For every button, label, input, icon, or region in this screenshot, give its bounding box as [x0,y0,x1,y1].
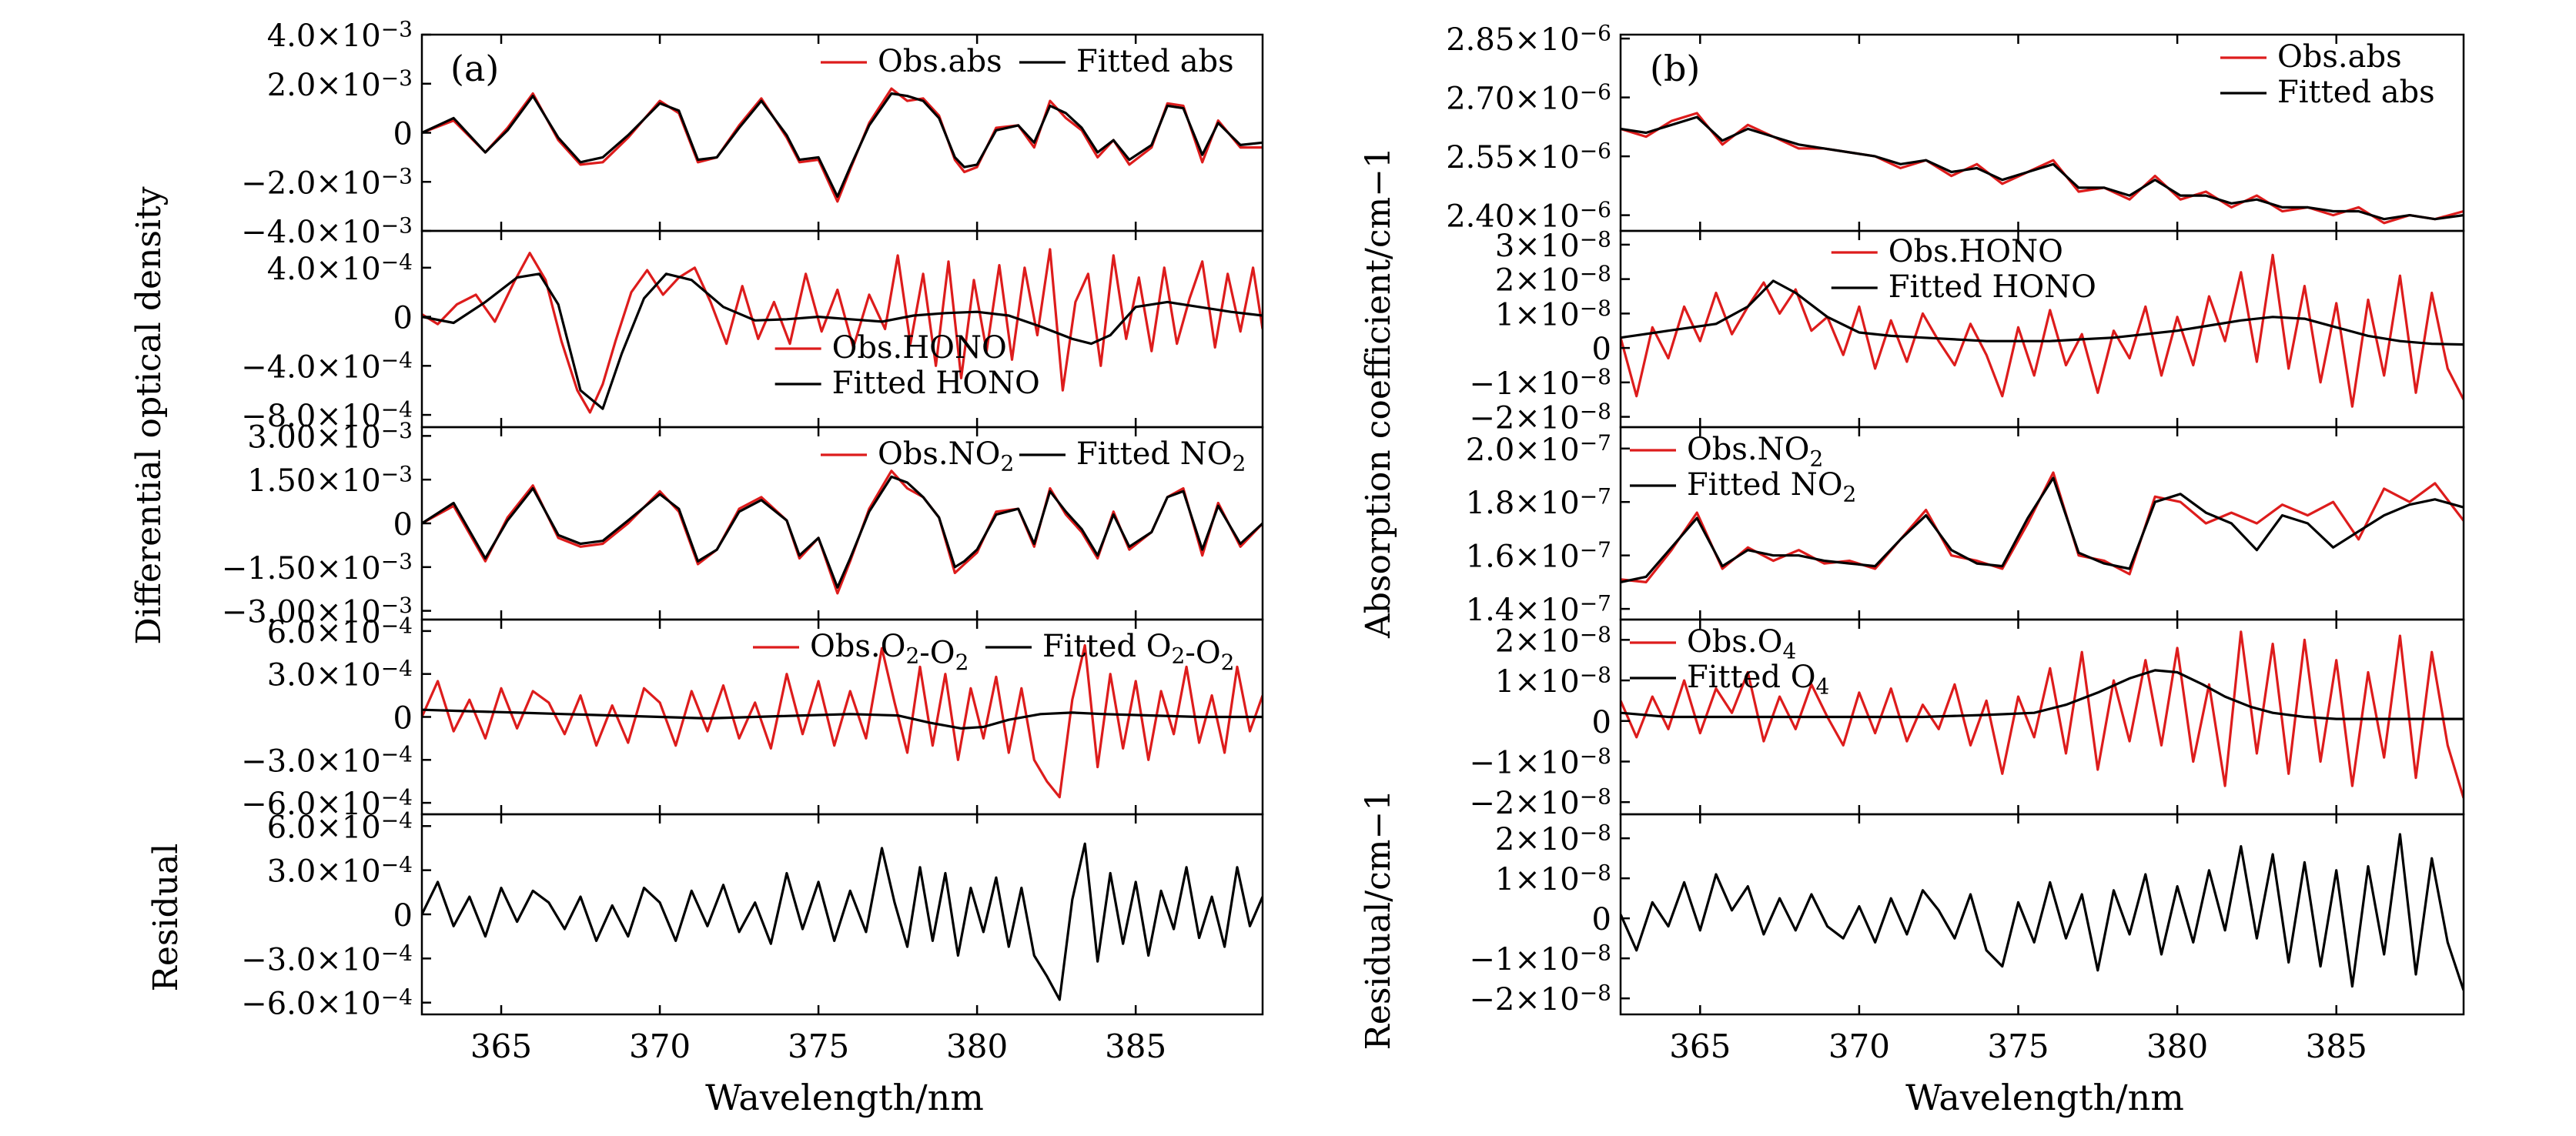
right-ylabel-main: Absorption coefficient/cm−1 [1359,147,1398,639]
series-b3-fitted-no2 [1621,476,2464,583]
ytick-label-a2: 0 [393,301,413,336]
legend-label-a1: Fitted abs [1076,44,1234,79]
panel-b1: 2.85×10−62.70×10−62.55×10−62.40×10−6Obs.… [1446,21,2465,235]
left-ylabel-main: Differential optical density [129,186,169,644]
panel-b2: 3×10−82×10−81×10−80−1×10−8−2×10−8Obs.HON… [1469,226,2465,436]
legend-label-a1: Obs.abs [878,44,1002,79]
xtick-label-left: 370 [629,1027,691,1065]
xtick-label-right: 385 [2306,1027,2367,1065]
left-figure: Differential optical density Residual Wa… [129,48,984,1118]
ytick-label-a4: 0 [393,701,413,737]
ytick-label-a5: 0 [393,898,413,934]
ytick-label-a2: −8.0×10−4 [241,396,413,434]
chart-panels: 4.0×10−32.0×10−30−2.0×10−3−4.0×10−3Obs.a… [222,16,2465,1065]
legend-label-b3: Obs.NO2 [1687,432,1823,471]
xtick-label-left: 380 [946,1027,1008,1065]
ytick-label-a1: 4.0×10−3 [267,16,413,54]
series-b1-fitted-abs [1621,115,2464,221]
legend-label-b2: Obs.HONO [1889,234,2063,269]
series-b4-fitted-o4 [1621,669,2464,720]
xtick-label-right: 365 [1669,1027,1731,1065]
legend-label-b2: Fitted HONO [1889,269,2096,305]
series-a5-residual [422,842,1263,1001]
legend-label-a2: Fitted HONO [832,366,1040,401]
right-ylabel-residual: Residual/cm−1 [1359,790,1398,1051]
series-a2-obs-hono [422,248,1263,414]
series-b4-obs-o4 [1621,630,2464,799]
legend-label-a4: Fitted O2-O2 [1042,629,1234,675]
right-panel-label: (b) [1650,48,1700,89]
series-a1-fitted-abs [422,92,1263,198]
ytick-label-b2: 0 [1592,332,1611,367]
series-b2-fitted-hono [1621,279,2464,346]
legend-label-b1: Fitted abs [2277,75,2435,110]
ytick-label-b3: 1.6×10−7 [1466,537,1611,575]
xtick-label-left: 365 [470,1027,532,1065]
ytick-label-b5: −2×10−8 [1469,981,1611,1018]
ytick-label-b5: 0 [1592,902,1611,937]
ytick-label-b4: 0 [1592,705,1611,740]
plot-frame-b5 [1619,813,2465,1016]
left-ylabel-residual: Residual [146,844,186,992]
panel-a4: 6.0×10−43.0×10−40−3.0×10−4−6.0×10−4Obs.O… [241,613,1264,822]
xtick-label-left: 385 [1105,1027,1166,1065]
legend-label-b1: Obs.abs [2277,39,2402,75]
series-a3-fitted-no2 [422,475,1263,589]
ytick-label-b2: 2×10−8 [1495,261,1611,299]
series-b5-residual [1621,833,2464,991]
right-xlabel: Wavelength/nm [1905,1077,2184,1118]
ytick-label-a5: 3.0×10−4 [267,852,413,890]
series-a4-fitted-o2-o2 [422,708,1263,730]
legend-label-a2: Obs.HONO [832,330,1007,366]
ytick-label-b1: 2.55×10−6 [1446,139,1611,176]
xtick-label-right: 375 [1987,1027,2049,1065]
ytick-label-b3: 2.0×10−7 [1466,430,1611,468]
series-a4-obs-o2-o2 [422,643,1263,799]
series-b2-obs-hono [1621,253,2464,408]
ytick-label-a3: −3.00×10−3 [222,593,413,630]
ytick-label-b4: −1×10−8 [1469,743,1611,781]
legend-label-b3: Fitted NO2 [1687,467,1856,506]
xtick-label-right: 380 [2146,1027,2208,1065]
series-b1-obs-abs [1621,112,2464,225]
legend-label-b4: Fitted O4 [1687,660,1829,699]
ytick-label-a1: 0 [393,117,413,152]
ytick-label-a3: −1.50×10−3 [222,549,413,586]
legend-label-a3: Fitted NO2 [1076,436,1246,476]
ytick-label-b3: 1.8×10−7 [1466,484,1611,522]
left-panel-label: (a) [450,48,499,89]
left-xlabel: Wavelength/nm [705,1077,984,1118]
series-a2-fitted-hono [422,272,1263,410]
legend-label-b4: Obs.O4 [1687,624,1796,663]
xtick-label-right: 370 [1828,1027,1890,1065]
ytick-label-a3: 0 [393,507,413,543]
xtick-label-left: 375 [788,1027,849,1065]
right-figure: Absorption coefficient/cm−1 Residual/cm−… [1359,48,2184,1118]
panel-b4: 2×10−81×10−80−1×10−8−2×10−8Obs.O4Fitted … [1469,618,2465,821]
legend-label-a3: Obs.NO2 [878,436,1014,476]
